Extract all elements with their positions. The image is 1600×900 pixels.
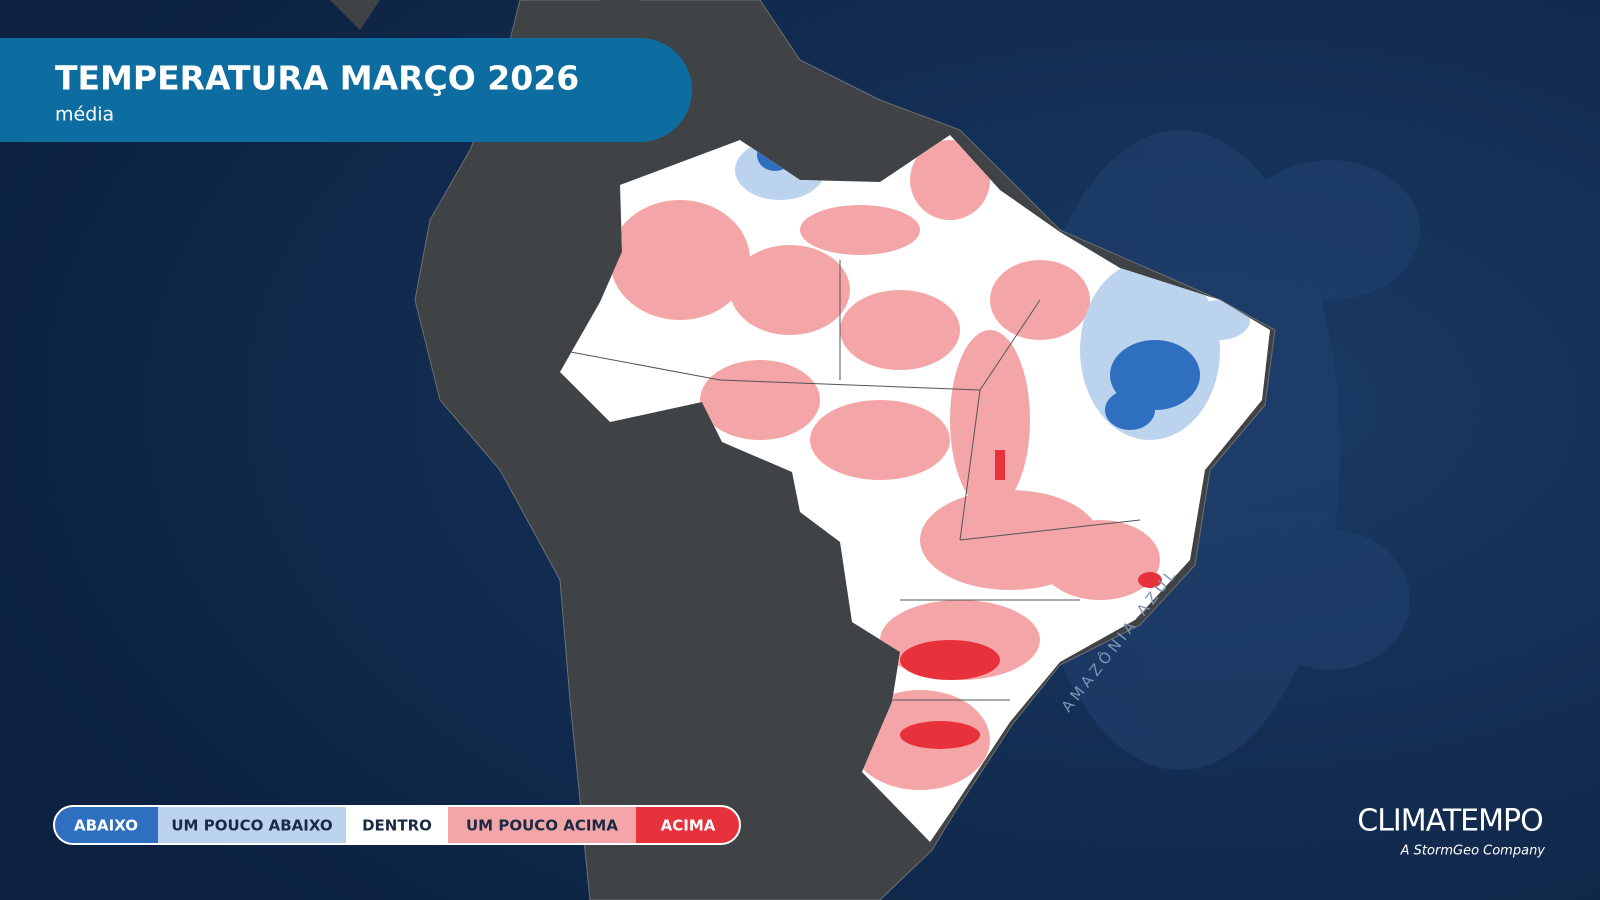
brand-tagline: A StormGeo Company: [1400, 844, 1546, 859]
legend-border: [53, 805, 741, 845]
subtitle: média: [55, 104, 114, 126]
legend-label: DENTRO: [362, 817, 432, 835]
land-fragment: [330, 0, 640, 30]
legend-label: ABAIXO: [74, 817, 138, 835]
legend: ABAIXO UM POUCO ABAIXO DENTRO UM POUCO ACIM…: [53, 805, 741, 845]
brand-name: CLIMATEMPO: [1357, 804, 1542, 839]
title: TEMPERATURA MARÇO 2026: [55, 59, 579, 98]
legend-label: ACIMA: [661, 817, 716, 835]
legend-swatch: [636, 806, 740, 844]
legend-swatch: [54, 806, 158, 844]
legend-label: UM POUCO ABAIXO: [171, 817, 332, 835]
legend-swatch: [346, 806, 448, 844]
legend-swatch: [448, 806, 636, 844]
legend-label: UM POUCO ACIMA: [466, 817, 618, 835]
title-banner: [0, 38, 692, 142]
legend-swatch: [158, 806, 346, 844]
legend-items: ABAIXO UM POUCO ABAIXO DENTRO UM POUCO ACIM…: [54, 806, 740, 844]
